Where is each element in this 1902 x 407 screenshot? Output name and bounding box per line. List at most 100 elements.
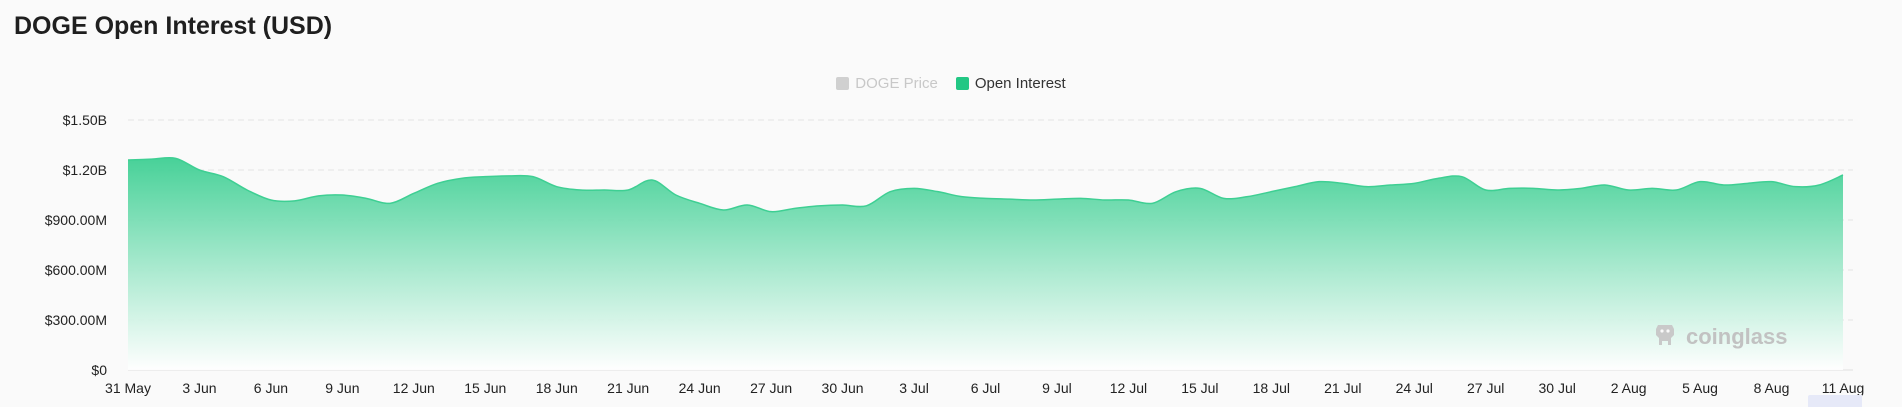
x-tick-label: 3 Jul	[899, 380, 929, 396]
x-tick-label: 18 Jun	[536, 380, 578, 396]
data-point	[817, 204, 821, 208]
data-point	[888, 190, 892, 194]
y-tick-label: $300.00M	[45, 312, 107, 328]
data-point	[745, 203, 749, 207]
x-axis: 31 May 3 Jun 6 Jun 9 Jun 12 Jun 15 Jun 18 Jun 2…	[105, 380, 1864, 396]
data-point	[1293, 185, 1297, 189]
legend-label-open-interest: Open Interest	[974, 75, 1066, 92]
data-point	[1150, 201, 1154, 205]
data-point	[1222, 196, 1226, 200]
data-point	[650, 178, 654, 182]
data-point	[459, 176, 463, 180]
y-tick-label: $1.20B	[63, 162, 107, 178]
open-interest-area	[128, 157, 1843, 370]
x-tick-label: 21 Jul	[1324, 380, 1361, 396]
x-tick-label: 9 Jun	[325, 380, 359, 396]
data-point	[1412, 181, 1416, 185]
data-point	[1055, 197, 1059, 201]
data-point	[721, 208, 725, 212]
data-point	[317, 194, 321, 198]
data-point	[1436, 176, 1440, 180]
data-point	[1627, 188, 1631, 192]
watermark-text: coinglass	[1686, 324, 1788, 349]
data-point	[1388, 183, 1392, 187]
data-point	[1698, 180, 1702, 184]
scrollbar-stub[interactable]	[1808, 395, 1862, 407]
legend-swatch-open-interest	[955, 77, 969, 90]
open-interest-line	[127, 156, 1844, 213]
data-point	[1246, 195, 1250, 199]
data-point	[1508, 186, 1512, 190]
data-point	[1460, 175, 1464, 179]
data-point	[1365, 185, 1369, 189]
x-tick-label: 24 Jun	[679, 380, 721, 396]
y-tick-label: $0	[91, 362, 107, 378]
x-tick-label: 15 Jun	[464, 380, 506, 396]
x-tick-label: 9 Jul	[1042, 380, 1072, 396]
x-tick-label: 27 Jul	[1467, 380, 1504, 396]
data-point	[364, 196, 368, 200]
data-point	[1579, 186, 1583, 190]
data-point	[1174, 190, 1178, 194]
x-tick-label: 27 Jun	[750, 380, 792, 396]
data-point	[793, 206, 797, 210]
data-point	[579, 188, 583, 192]
legend-item-doge-price[interactable]: DOGE Price	[836, 75, 938, 92]
data-point	[1674, 188, 1678, 192]
data-point	[412, 191, 416, 195]
legend-swatch-doge-price	[836, 77, 850, 90]
x-tick-label: 8 Aug	[1754, 380, 1790, 396]
y-axis: $0 $300.00M $600.00M $900.00M $1.20B $1.50B	[45, 112, 107, 378]
data-point	[1269, 190, 1273, 194]
data-point	[483, 175, 487, 179]
x-tick-label: 21 Jun	[607, 380, 649, 396]
data-point	[1770, 180, 1774, 184]
x-tick-label: 15 Jul	[1181, 380, 1218, 396]
data-point	[197, 168, 201, 172]
x-tick-label: 30 Jun	[822, 380, 864, 396]
x-tick-label: 6 Jul	[971, 380, 1001, 396]
data-point	[1103, 198, 1107, 202]
y-tick-label: $600.00M	[45, 262, 107, 278]
data-point	[1198, 186, 1202, 190]
data-point	[674, 193, 678, 197]
legend-label-doge-price: DOGE Price	[855, 75, 938, 92]
data-point	[1317, 180, 1321, 184]
data-point	[912, 186, 916, 190]
data-point	[864, 204, 868, 208]
data-point	[1531, 186, 1535, 190]
watermark: coinglass	[1652, 321, 1787, 353]
data-point	[1722, 183, 1726, 187]
legend-item-open-interest[interactable]: Open Interest	[955, 75, 1066, 92]
data-point	[388, 201, 392, 205]
data-point	[221, 175, 225, 179]
data-point	[1126, 198, 1130, 202]
x-tick-label: 30 Jul	[1538, 380, 1575, 396]
y-tick-label: $1.50B	[63, 112, 107, 128]
chart-legend: DOGE Price Open Interest	[0, 75, 1902, 92]
x-tick-label: 31 May	[105, 380, 151, 396]
x-tick-label: 6 Jun	[254, 380, 288, 396]
data-point	[293, 199, 297, 203]
data-point	[436, 181, 440, 185]
data-point	[507, 174, 511, 178]
data-point	[1079, 196, 1083, 200]
data-point	[1341, 181, 1345, 185]
x-tick-label: 12 Jun	[393, 380, 435, 396]
data-point	[1031, 198, 1035, 202]
data-point	[531, 175, 535, 179]
data-point	[340, 193, 344, 197]
data-point	[126, 158, 130, 162]
series-open-interest	[126, 156, 1844, 370]
data-point	[150, 157, 154, 161]
data-point	[1817, 183, 1821, 187]
data-point	[936, 190, 940, 194]
data-point	[1793, 185, 1797, 189]
page-title: DOGE Open Interest (USD)	[14, 12, 333, 40]
data-point	[841, 203, 845, 207]
data-point	[626, 188, 630, 192]
data-point	[1746, 181, 1750, 185]
data-point	[602, 188, 606, 192]
data-point	[984, 196, 988, 200]
